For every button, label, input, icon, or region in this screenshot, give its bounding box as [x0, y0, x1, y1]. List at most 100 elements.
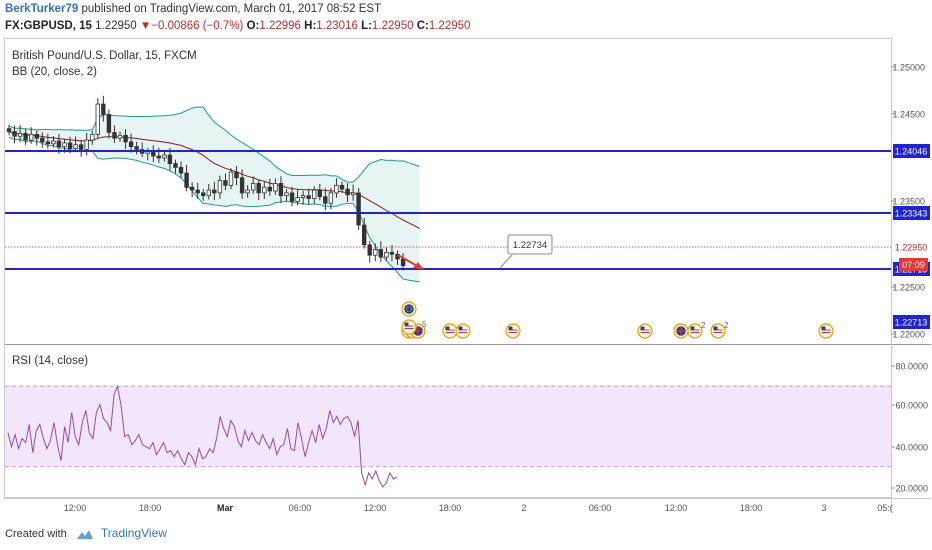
- time-axis-label: 06:00: [289, 503, 312, 513]
- event-marker-eu[interactable]: [401, 301, 417, 317]
- candle-body: [300, 195, 306, 198]
- change-value: −0.00866 (−0.7%): [151, 20, 244, 32]
- high-label: H:: [304, 20, 317, 32]
- tradingview-brand[interactable]: TradingView: [100, 526, 167, 540]
- candle-body: [67, 142, 73, 149]
- candle-body: [40, 137, 45, 143]
- candle-body: [6, 128, 12, 132]
- us-canton-icon: [821, 326, 826, 330]
- candle-body: [295, 197, 300, 202]
- candle-body: [106, 114, 112, 133]
- candle-body: [234, 171, 239, 179]
- event-count: 2: [724, 321, 729, 330]
- candle-body: [361, 224, 367, 246]
- event-marker-us[interactable]: [710, 323, 726, 339]
- candle-body: [56, 140, 62, 148]
- instrument-legend: British Pound/U.S. Dollar, 15, FXCM: [12, 50, 197, 62]
- candle-body: [123, 134, 128, 143]
- candle-body: [262, 186, 267, 194]
- event-marker-us[interactable]: [637, 323, 653, 339]
- event-marker-us[interactable]: [687, 323, 703, 339]
- candle-body: [378, 249, 383, 258]
- rsi-axis-label: 20.0000: [895, 484, 928, 494]
- us-canton-icon: [713, 326, 718, 330]
- candle-body: [151, 150, 156, 157]
- candle-body: [223, 180, 228, 186]
- event-marker-us[interactable]: [505, 323, 521, 339]
- time-axis-label: 18:00: [439, 503, 462, 513]
- candle-body: [250, 182, 256, 191]
- event-count: 5: [422, 320, 427, 329]
- countdown-tag: [899, 258, 928, 271]
- author-link[interactable]: BerkTurker79: [5, 3, 79, 15]
- candle-body: [117, 134, 123, 139]
- candle-body: [184, 172, 189, 188]
- publish-info: BerkTurker79 published on TradingView.co…: [5, 3, 381, 15]
- low-label: L:: [361, 20, 372, 32]
- candle-body: [384, 251, 389, 258]
- bb-legend: BB (20, close, 2): [12, 66, 97, 78]
- callout-box[interactable]: [507, 234, 553, 255]
- price-axis-label: 1.25000: [892, 63, 925, 73]
- candle-body: [400, 258, 406, 266]
- candle-body: [178, 166, 184, 174]
- candle-body: [167, 154, 173, 165]
- us-canton-icon: [458, 326, 463, 330]
- price-axis-label: 1.23500: [892, 197, 925, 207]
- callout-label: 1.22734: [513, 240, 547, 251]
- close-value: 1.22950: [428, 20, 471, 32]
- symbol: FX:GBPUSD, 15: [5, 20, 92, 32]
- bb-upper-band: [8, 106, 420, 183]
- event-marker-us[interactable]: [818, 323, 834, 339]
- candle-body: [95, 103, 100, 135]
- countdown-label: 07:09: [902, 260, 925, 270]
- us-canton-icon: [445, 326, 450, 330]
- callout-pointer: [499, 254, 513, 269]
- candle-body: [34, 133, 39, 139]
- last-price-label: 1.22950: [895, 243, 928, 253]
- tradingview-logo-icon: [76, 530, 93, 540]
- rsi-axis-label: 40.0000: [895, 443, 928, 453]
- event-marker-us[interactable]: [401, 319, 417, 335]
- candle-body: [73, 144, 78, 149]
- candle-body: [373, 249, 378, 256]
- level-price-label-low: 1.22713: [895, 318, 928, 328]
- candle-body: [78, 144, 84, 150]
- candle-body: [12, 131, 17, 137]
- price-axis-label: 1.22000: [892, 330, 925, 340]
- candle-body: [45, 141, 51, 145]
- candle-body: [128, 141, 134, 147]
- candle-body: [189, 186, 195, 191]
- footer: Created with TradingView: [5, 526, 167, 540]
- time-axis-label: 12:00: [64, 503, 87, 513]
- candle-body: [206, 189, 211, 197]
- candle-body: [217, 180, 223, 194]
- event-marker-gb[interactable]: [673, 323, 689, 339]
- rsi-line: [7, 384, 398, 488]
- event-marker-us[interactable]: [442, 323, 458, 339]
- candle-body: [350, 192, 356, 196]
- candle-body: [84, 139, 89, 150]
- ohlc-line: FX:GBPUSD, 15 1.22950 ▼−0.00866 (−0.7%) …: [5, 20, 470, 32]
- time-axis-label: 12:00: [364, 503, 387, 513]
- event-marker-us[interactable]: [455, 323, 471, 339]
- candle-body: [311, 189, 317, 200]
- candle-body: [317, 189, 322, 198]
- close-label: C:: [416, 20, 429, 32]
- candle-body: [323, 196, 328, 204]
- down-arrow-icon: ▼: [139, 20, 152, 32]
- rsi-band-fill: [5, 386, 891, 467]
- time-axis-label: 12:00: [665, 503, 688, 513]
- candle-body: [267, 186, 272, 192]
- time-axis-label: Mar: [217, 503, 234, 513]
- candle-body: [328, 192, 334, 204]
- published-text: published on TradingView.com, March 01, …: [81, 3, 382, 15]
- candle-body: [156, 155, 161, 159]
- candle-body: [162, 154, 167, 159]
- candle-body: [173, 163, 178, 168]
- candle-body: [228, 171, 234, 186]
- us-canton-icon: [690, 326, 695, 330]
- level-price-label: 1.24046: [895, 147, 928, 157]
- us-canton-icon: [404, 322, 409, 326]
